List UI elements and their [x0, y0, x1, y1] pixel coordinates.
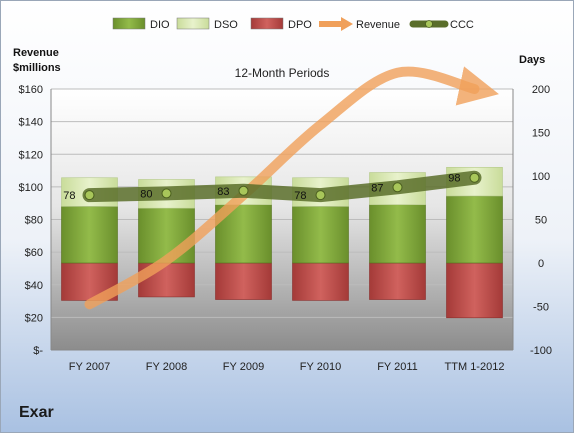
legend-label: Revenue	[356, 19, 400, 31]
y-right-tick-label: -100	[530, 345, 552, 357]
y-left-tick-label: $80	[25, 215, 43, 227]
ccc-data-label: 78	[294, 190, 306, 202]
ccc-data-label: 80	[140, 188, 152, 200]
legend-swatch	[250, 17, 284, 30]
ccc-point	[161, 188, 172, 199]
y-left-tick-label: $140	[19, 117, 43, 129]
ccc-point	[392, 182, 403, 193]
legend-swatch	[112, 17, 146, 30]
x-tick-label: FY 2010	[300, 361, 341, 373]
bar-dio	[138, 207, 195, 264]
ccc-data-label: 87	[371, 182, 383, 194]
ccc-point	[238, 185, 249, 196]
bar-dpo	[215, 262, 272, 300]
bar-dpo	[369, 262, 426, 300]
y-right-tick-label: 50	[535, 215, 547, 227]
chart-title: 12-Month Periods	[235, 66, 330, 80]
bar-dio	[369, 204, 426, 264]
x-tick-label: TTM 1-2012	[445, 361, 505, 373]
ccc-data-label: 83	[217, 186, 229, 198]
x-tick-label: FY 2007	[69, 361, 110, 373]
bar-dpo	[446, 262, 503, 319]
legend-label: CCC	[450, 19, 474, 31]
y-right-tick-label: -50	[533, 302, 549, 314]
y-right-label: Days	[519, 54, 545, 66]
y-right-tick-label: 200	[532, 84, 550, 96]
y-right-tick-label: 100	[532, 171, 550, 183]
y-left-tick-label: $-	[33, 345, 43, 357]
x-tick-label: FY 2011	[377, 361, 418, 373]
x-tick-label: FY 2008	[146, 361, 187, 373]
legend-swatch	[176, 17, 210, 30]
y-right-tick-label: 150	[532, 128, 550, 140]
legend-label: DPO	[288, 19, 312, 31]
legend: DIO DSO DPO Revenue CCC	[112, 17, 474, 31]
y-left-label-line2: $millions	[13, 62, 61, 74]
legend-label: DSO	[214, 19, 238, 31]
y-left-tick-label: $60	[25, 247, 43, 259]
ccc-data-label: 78	[63, 190, 75, 202]
x-tick-label: FY 2009	[223, 361, 264, 373]
y-left-tick-label: $20	[25, 312, 43, 324]
y-left-tick-label: $40	[25, 280, 43, 292]
y-left-tick-label: $120	[19, 149, 43, 161]
bar-dio	[446, 195, 503, 264]
y-left-tick-label: $160	[19, 84, 43, 96]
y-right-tick-label: 0	[538, 258, 544, 270]
legend-swatch-arrow	[341, 17, 353, 31]
revenue-line	[84, 66, 499, 310]
ccc-point	[84, 190, 95, 201]
company-name: Exar	[19, 404, 54, 421]
ccc-line	[82, 170, 482, 203]
bar-dio	[292, 206, 349, 264]
ccc-point	[315, 190, 326, 201]
ccc-data-label: 98	[448, 173, 460, 185]
legend-swatch-point	[425, 20, 433, 28]
y-left-label-line1: Revenue	[13, 47, 59, 59]
y-left-tick-label: $100	[19, 182, 43, 194]
bar-dio	[61, 206, 118, 264]
bar-dpo	[292, 262, 349, 301]
ccc-point	[469, 172, 480, 183]
legend-label: DIO	[150, 19, 170, 31]
